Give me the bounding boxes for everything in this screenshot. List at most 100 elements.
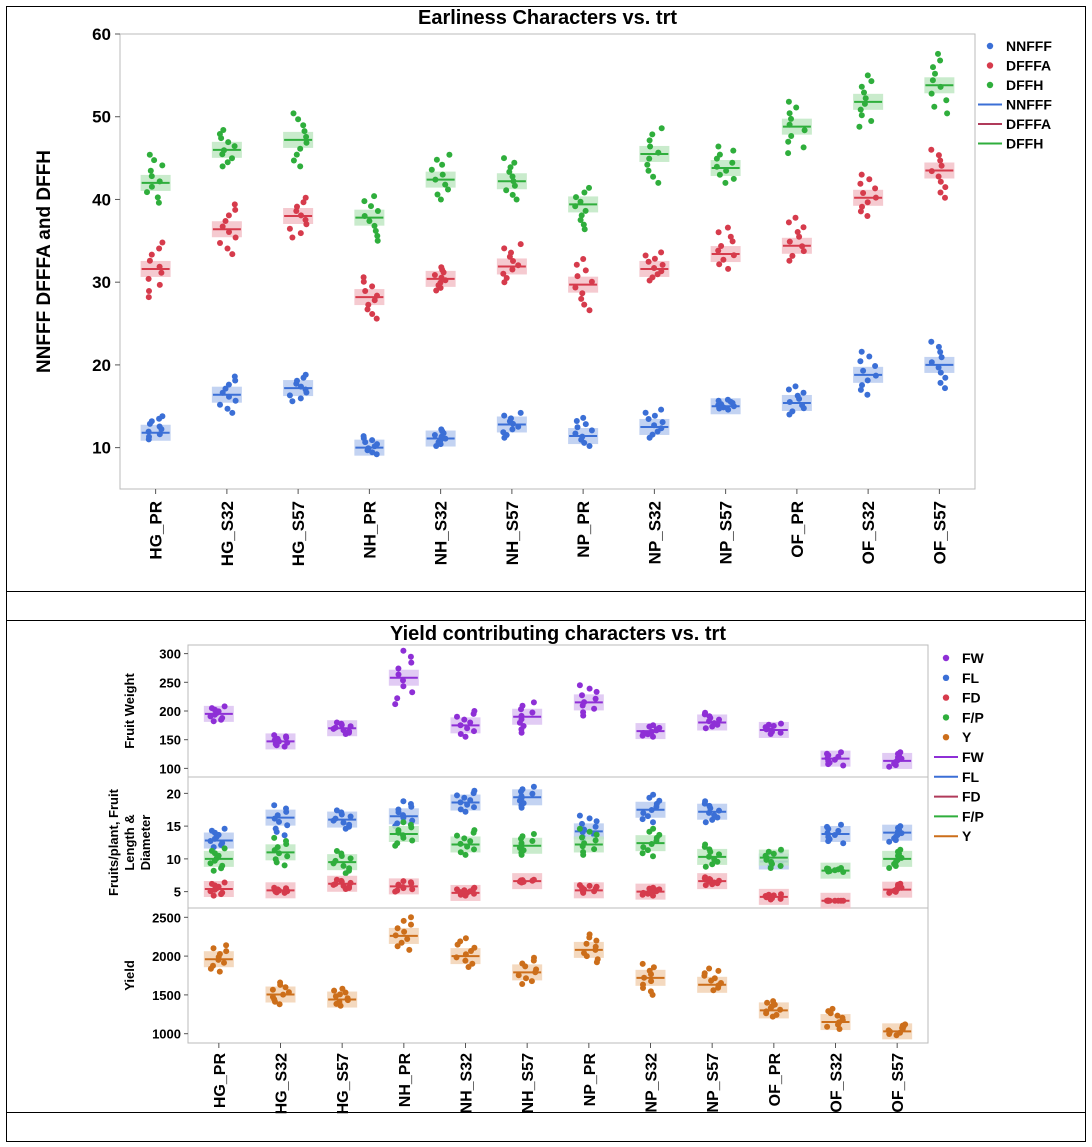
data-point-nnfff-of_pr-7 [800, 389, 807, 396]
data-point-dffh-of_pr-2 [785, 138, 792, 145]
data-point-nnfff-np_pr-7 [582, 421, 589, 428]
data-point-fl-hg_s57-9 [333, 807, 340, 814]
data-point-dfffa-np_pr-2 [578, 295, 585, 302]
data-point-fp-nh_pr-6 [395, 827, 402, 834]
yield-panel-y-label-line: Diameter [138, 815, 153, 871]
data-point-dfffa-np_pr-5 [588, 278, 595, 285]
data-point-dfffa-np_pr-8 [573, 261, 580, 268]
data-point-dffh-nh_pr-3 [371, 222, 378, 229]
data-point-dffh-nh_s57-3 [511, 182, 518, 189]
data-point-nnfff-hg_s32-9 [231, 373, 238, 380]
data-point-fp-hg_s57-3 [340, 862, 347, 869]
yield-y-tick-label: 150 [159, 733, 181, 748]
data-point-fd-nh_s57-8 [519, 877, 526, 884]
data-point-dffh-hg_s32-2 [229, 155, 235, 162]
data-point-fw-np_s57-5 [716, 716, 722, 723]
data-point-dfffa-hg_pr-1 [146, 288, 152, 294]
data-point-fl-nh_s57-9 [530, 783, 537, 790]
data-point-dfffa-hg_s32-3 [232, 234, 239, 241]
data-point-fw-np_s57-0 [702, 725, 709, 732]
earliness-x-tick-label: OF_PR [788, 501, 807, 558]
data-point-fl-nh_pr-6 [395, 806, 402, 813]
yield-x-tick-label: NP_PR [582, 1053, 599, 1107]
data-point-y-of_pr-9 [770, 998, 777, 1005]
data-point-dffh-of_s57-5 [929, 77, 936, 84]
data-point-y-np_s57-8 [715, 967, 722, 974]
data-point-fw-of_pr-1 [777, 729, 784, 736]
data-point-fw-nh_s32-7 [454, 713, 460, 720]
data-point-dfffa-np_s57-6 [729, 238, 736, 245]
data-point-nnfff-hg_s32-6 [222, 385, 229, 392]
data-point-dfffa-hg_s57-6 [293, 208, 300, 214]
data-point-y-hg_s57-9 [339, 985, 346, 992]
data-point-dffh-nh_s32-3 [442, 181, 449, 188]
earliness-x-tick-label: NP_S57 [717, 501, 736, 564]
data-point-fw-hg_pr-9 [221, 703, 228, 710]
data-point-y-nh_s57-1 [528, 978, 535, 985]
yield-legend-label-8: F/P [962, 808, 984, 824]
data-point-fw-of_s32-0 [840, 762, 847, 769]
data-point-fp-hg_s57-8 [338, 850, 345, 857]
data-point-nnfff-np_s32-7 [651, 412, 658, 419]
data-point-fd-hg_s32-9 [271, 884, 278, 891]
data-point-dffh-hg_s57-9 [290, 110, 297, 117]
yield-y-tick-label: 15 [167, 819, 181, 834]
earliness-x-tick-label: NH_S32 [432, 501, 451, 565]
data-point-dfffa-of_pr-9 [792, 214, 799, 221]
data-point-dffh-np_s32-0 [655, 179, 662, 186]
data-point-y-np_pr-7 [593, 937, 600, 944]
data-point-dffh-hg_pr-2 [144, 189, 150, 196]
yield-legend-marker-3 [942, 714, 950, 721]
data-point-dfffa-nh_pr-2 [364, 306, 371, 313]
data-point-dffh-np_pr-4 [582, 207, 589, 214]
data-point-dfffa-nh_s57-9 [517, 241, 524, 248]
data-point-fd-hg_pr-9 [221, 879, 228, 886]
data-point-nnfff-of_s32-8 [866, 353, 873, 360]
data-point-dffh-np_s32-6 [647, 143, 654, 150]
earliness-x-tick-label: HG_PR [147, 501, 166, 560]
data-point-fl-np_pr-9 [576, 812, 583, 819]
data-point-nnfff-of_pr-6 [794, 392, 801, 399]
data-point-nnfff-of_s32-1 [857, 386, 864, 393]
data-point-dffh-nh_pr-2 [372, 227, 379, 234]
data-point-nnfff-of_s57-8 [935, 343, 942, 350]
data-point-fl-np_s32-7 [656, 797, 663, 804]
data-point-nnfff-hg_pr-5 [156, 423, 163, 430]
data-point-dfffa-np_pr-1 [581, 301, 588, 308]
data-point-y-nh_pr-9 [408, 914, 414, 921]
data-point-fw-nh_s57-6 [529, 709, 536, 716]
data-point-fl-nh_s32-6 [461, 794, 468, 801]
data-point-fp-hg_pr-2 [219, 862, 226, 869]
data-point-y-hg_pr-0 [216, 968, 223, 975]
data-point-fw-nh_pr-8 [407, 653, 414, 660]
data-point-nnfff-nh_pr-5 [374, 441, 380, 448]
data-point-dfffa-hg_s57-1 [297, 230, 304, 237]
data-point-fl-np_s57-3 [711, 812, 718, 819]
earliness-x-tick-label: HG_S32 [218, 501, 237, 566]
data-point-nnfff-of_s32-3 [864, 377, 871, 384]
data-point-dffh-nh_pr-0 [374, 237, 381, 244]
earliness-y-tick-label: 30 [92, 273, 111, 292]
data-point-nnfff-nh_s57-8 [501, 412, 508, 419]
data-point-dfffa-of_s32-2 [859, 203, 865, 210]
data-point-y-nh_pr-1 [394, 943, 401, 950]
data-point-fl-hg_s57-6 [347, 813, 354, 820]
data-point-nnfff-hg_s32-3 [232, 397, 239, 404]
data-point-fl-nh_s32-7 [454, 792, 460, 799]
earliness-legend-label-5: DFFH [1006, 136, 1043, 152]
data-point-dffh-hg_s57-2 [293, 151, 300, 158]
data-point-y-nh_s57-7 [519, 960, 526, 967]
data-point-nnfff-of_s32-2 [859, 382, 865, 389]
data-point-y-hg_pr-2 [210, 962, 216, 969]
data-point-fl-np_pr-8 [586, 815, 593, 822]
data-point-fw-hg_pr-2 [219, 715, 226, 721]
data-point-dfffa-np_pr-9 [580, 256, 587, 262]
data-point-dfffa-of_s32-3 [864, 199, 871, 206]
data-point-y-nh_s57-0 [519, 981, 526, 987]
data-point-fl-np_s32-0 [650, 819, 656, 826]
data-point-fp-nh_s32-0 [462, 851, 469, 858]
data-point-dffh-nh_s32-6 [428, 166, 435, 173]
data-point-y-hg_s57-8 [331, 987, 338, 994]
data-point-dfffa-np_pr-7 [582, 267, 589, 274]
data-point-fp-np_s57-7 [706, 846, 713, 853]
